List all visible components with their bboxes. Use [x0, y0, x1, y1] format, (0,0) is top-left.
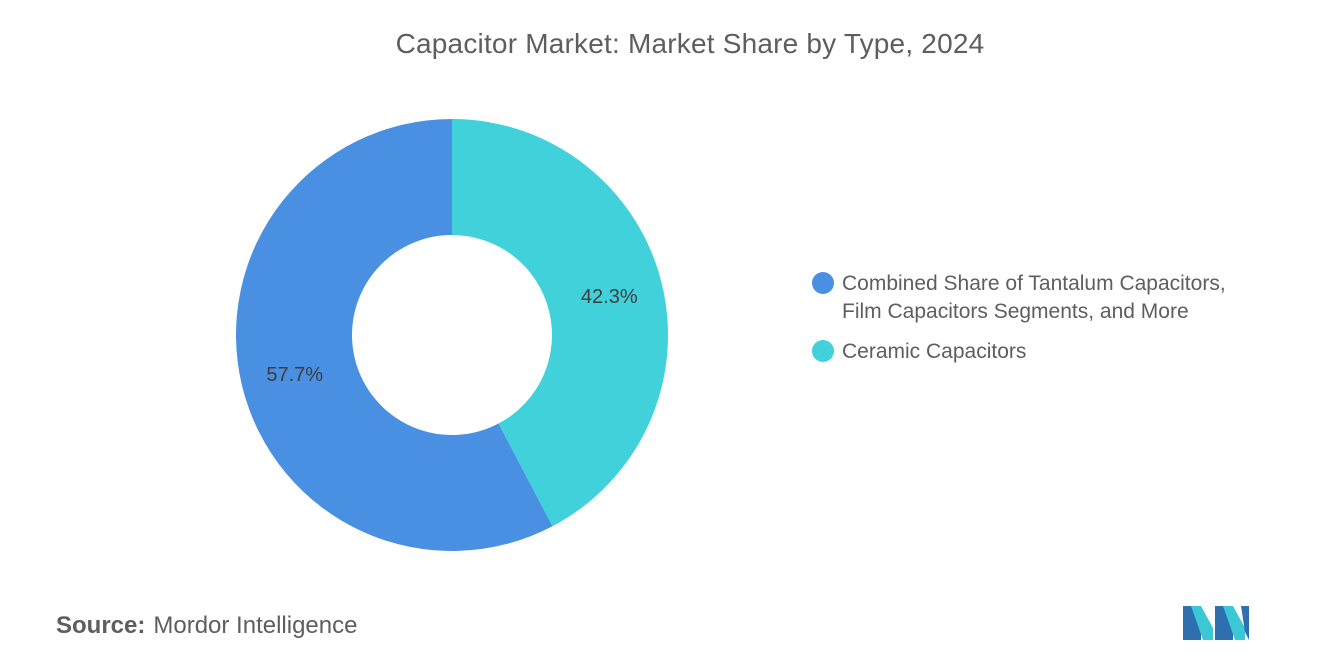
source-value: Mordor Intelligence — [153, 612, 358, 639]
data-label-combined-share: 57.7% — [266, 364, 323, 386]
mordor-intelligence-logo — [1183, 606, 1249, 640]
legend-label-line-2: Film Capacitors Segments, and More — [842, 300, 1189, 323]
legend-label-line-1: Combined Share of Tantalum Capacitors, — [842, 272, 1226, 295]
source-line: Source: Mordor Intelligence — [56, 612, 357, 640]
legend-swatch-combined-share — [812, 272, 834, 294]
slice-ceramic-capacitors — [452, 119, 669, 527]
chart-title: Capacitor Market: Market Share by Type, … — [395, 28, 985, 59]
legend-label-ceramic-capacitors: Ceramic Capacitors — [842, 340, 1027, 363]
chart-legend: Combined Share of Tantalum Capacitors, F… — [812, 270, 1312, 378]
data-label-ceramic-capacitors: 42.3% — [581, 286, 638, 308]
legend-label-combined-share: Combined Share of Tantalum Capacitors, F… — [842, 270, 1226, 326]
legend-item-ceramic-capacitors: Ceramic Capacitors — [812, 338, 1312, 366]
legend-item-combined-share: Combined Share of Tantalum Capacitors, F… — [812, 270, 1312, 326]
source-label: Source: — [56, 612, 146, 639]
slice-combined-share — [235, 119, 553, 551]
legend-swatch-ceramic-capacitors — [812, 340, 834, 362]
